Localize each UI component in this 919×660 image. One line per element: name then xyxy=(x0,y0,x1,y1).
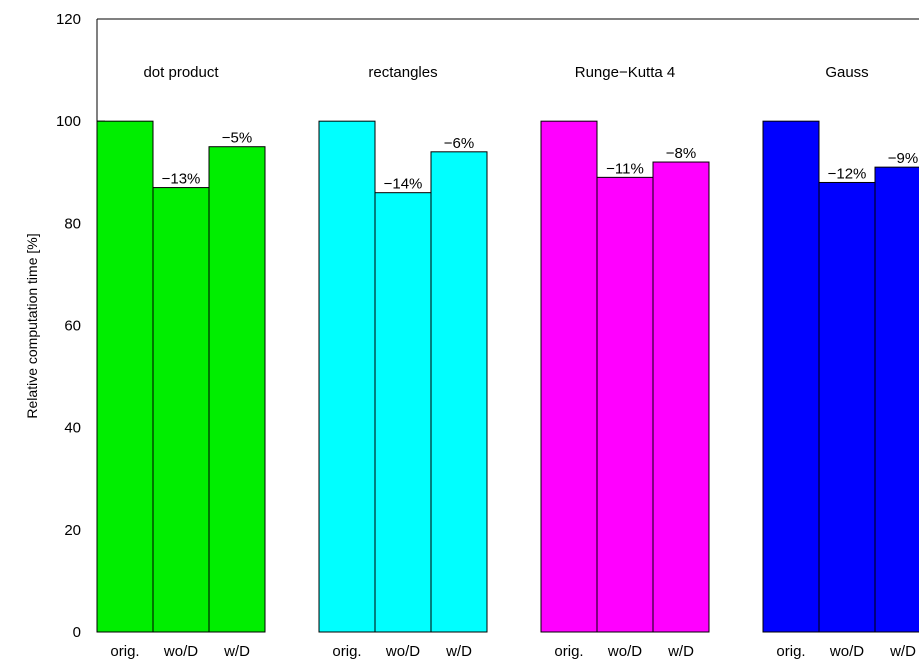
group-label: dot product xyxy=(143,64,219,81)
bar xyxy=(374,192,432,633)
bar xyxy=(152,187,210,633)
category-label: wo/D xyxy=(607,643,642,660)
category-label: wo/D xyxy=(385,643,420,660)
bar xyxy=(762,120,820,633)
group-label: Runge−Kutta 4 xyxy=(575,64,676,81)
bar xyxy=(430,151,488,633)
bar xyxy=(208,146,266,633)
bar xyxy=(818,181,876,633)
group-label: rectangles xyxy=(368,64,437,81)
y-tick-label: 60 xyxy=(64,318,81,335)
bar xyxy=(318,120,376,633)
category-label: w/D xyxy=(667,643,694,660)
data-label: −5% xyxy=(222,130,252,147)
y-tick-label: 40 xyxy=(64,420,81,437)
data-label: −9% xyxy=(888,150,918,167)
bar xyxy=(874,166,919,633)
y-tick-label: 0 xyxy=(73,624,81,641)
bar xyxy=(540,120,598,633)
bar xyxy=(96,120,154,633)
category-label: orig. xyxy=(554,643,583,660)
category-label: wo/D xyxy=(829,643,864,660)
category-label: orig. xyxy=(110,643,139,660)
group-label: Gauss xyxy=(825,64,868,81)
bar xyxy=(652,161,710,633)
data-label: −12% xyxy=(828,165,867,182)
data-label: −8% xyxy=(666,145,696,162)
category-label: wo/D xyxy=(163,643,198,660)
category-label: w/D xyxy=(223,643,250,660)
category-label: w/D xyxy=(445,643,472,660)
y-tick-label: 20 xyxy=(64,522,81,539)
category-label: w/D xyxy=(889,643,916,660)
y-axis-title: Relative computation time [%] xyxy=(24,233,40,418)
y-tick-label: 80 xyxy=(64,215,81,232)
data-label: −6% xyxy=(444,135,474,152)
category-label: orig. xyxy=(776,643,805,660)
data-label: −14% xyxy=(384,176,423,193)
category-label: orig. xyxy=(332,643,361,660)
y-tick-label: 100 xyxy=(56,113,81,130)
y-tick-label: 120 xyxy=(56,11,81,28)
data-label: −11% xyxy=(606,160,644,177)
data-label: −13% xyxy=(162,171,201,188)
plot-area: 0 20 40 60 80 100 120 dot product orig. wo/D −13% w… xyxy=(56,11,919,660)
bar xyxy=(596,176,654,633)
